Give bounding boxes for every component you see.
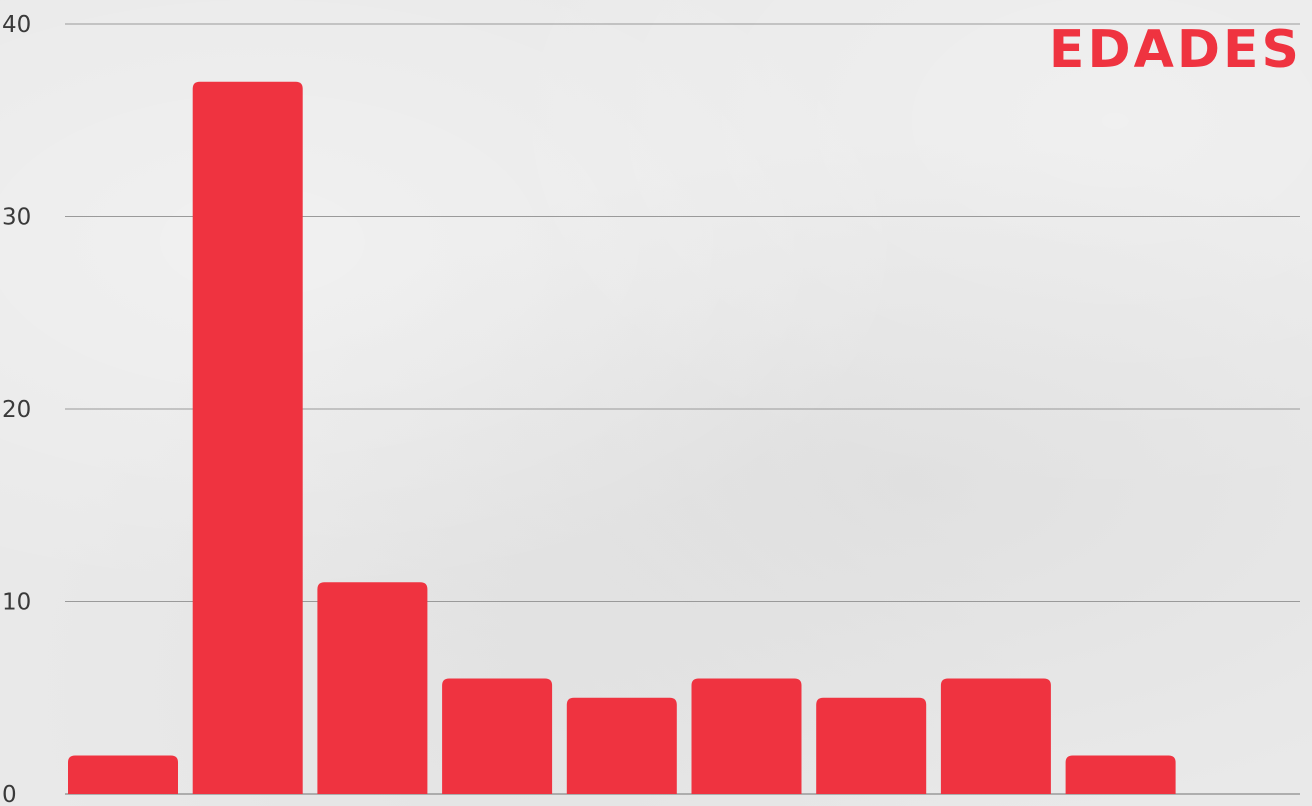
y-tick-label: 0 [2, 782, 17, 806]
bar [816, 697, 927, 794]
bars [68, 81, 1176, 794]
y-tick-label: 20 [2, 397, 31, 423]
y-tick-label: 30 [2, 205, 31, 231]
bar [68, 755, 178, 794]
y-axis-ticks: 0 10 20 30 40 [2, 12, 31, 806]
bar [566, 697, 677, 794]
bar [940, 678, 1051, 794]
bar [442, 678, 553, 794]
bar [192, 81, 303, 794]
y-tick-label: 40 [2, 12, 31, 38]
chart-title: EDADES [1049, 20, 1302, 80]
bar [1065, 755, 1176, 794]
y-tick-label: 10 [2, 590, 31, 616]
bar [691, 678, 802, 794]
bar [317, 582, 428, 794]
